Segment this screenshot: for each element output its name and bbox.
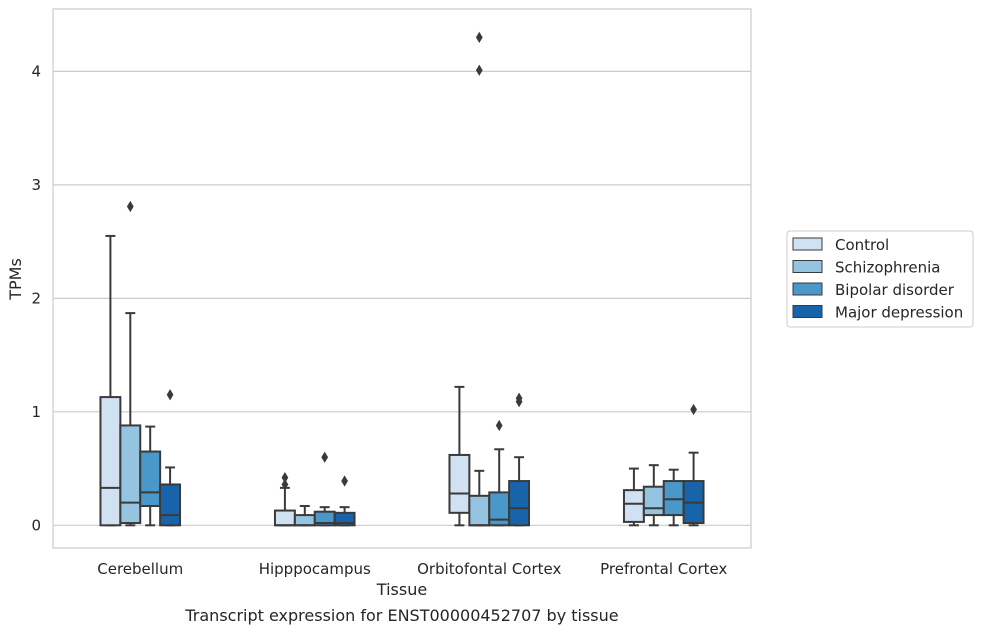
box bbox=[313, 451, 336, 527]
box-body bbox=[99, 396, 122, 527]
box-body bbox=[448, 453, 471, 514]
outlier-point bbox=[495, 419, 503, 432]
x-tick-label: Cerebellum bbox=[97, 560, 183, 578]
outlier-point bbox=[341, 475, 348, 487]
y-tick-label: 2 bbox=[31, 289, 41, 307]
legend-frame bbox=[786, 230, 974, 328]
y-tick-label: 0 bbox=[31, 516, 41, 534]
x-tick-label: Hipppocampus bbox=[259, 560, 371, 578]
y-tick-labels: 0 1 2 3 4 bbox=[31, 62, 41, 534]
outlier-point bbox=[281, 478, 289, 491]
box bbox=[622, 467, 645, 527]
box-body bbox=[642, 485, 665, 517]
outlier-point bbox=[690, 403, 697, 416]
box bbox=[119, 200, 142, 527]
box bbox=[448, 385, 471, 527]
outlier-point bbox=[281, 472, 289, 484]
box bbox=[508, 392, 531, 527]
legend-label: Control bbox=[835, 236, 889, 254]
box bbox=[682, 403, 705, 527]
legend: Control Schizophrenia Bipolar disorder Majo… bbox=[786, 230, 974, 328]
legend-swatch bbox=[792, 305, 823, 318]
outlier-point bbox=[475, 64, 483, 76]
plot-frame bbox=[52, 8, 752, 549]
legend-label: Schizophrenia bbox=[835, 259, 940, 277]
x-tick-label: Prefrontal Cortex bbox=[600, 560, 727, 578]
box-body bbox=[159, 483, 182, 527]
box bbox=[333, 475, 356, 527]
legend-swatch bbox=[792, 260, 823, 273]
outlier-point bbox=[321, 451, 329, 463]
boxes bbox=[99, 31, 705, 527]
box bbox=[293, 505, 316, 527]
x-axis-label: Tissue bbox=[376, 580, 427, 599]
box-body bbox=[273, 509, 296, 527]
box bbox=[662, 468, 685, 527]
legend-label: Major depression bbox=[835, 304, 963, 322]
legend-swatch bbox=[792, 237, 823, 251]
legend-entries: Control Schizophrenia Bipolar disorder Majo… bbox=[792, 236, 963, 322]
box-body bbox=[662, 480, 685, 517]
box-body bbox=[622, 489, 645, 523]
legend-label: Bipolar disorder bbox=[835, 281, 955, 299]
x-tick-labels: Cerebellum Hipppocampus Orbitofontal Corte… bbox=[97, 560, 727, 578]
box-body bbox=[293, 514, 316, 527]
outlier-point bbox=[126, 200, 134, 213]
box bbox=[468, 31, 491, 527]
outlier-point bbox=[166, 389, 174, 401]
box bbox=[488, 419, 511, 527]
box bbox=[273, 472, 296, 527]
box bbox=[642, 464, 665, 527]
y-tick-label: 4 bbox=[31, 62, 41, 80]
figure-caption: Transcript expression for ENST0000045270… bbox=[185, 606, 619, 625]
y-tick-label: 1 bbox=[31, 403, 41, 421]
box bbox=[99, 234, 122, 527]
y-tick-label: 3 bbox=[31, 176, 41, 194]
box bbox=[139, 425, 162, 527]
outlier-point bbox=[475, 31, 483, 43]
legend-swatch bbox=[792, 282, 823, 296]
box bbox=[159, 389, 182, 527]
box-body bbox=[468, 494, 491, 527]
box-body bbox=[139, 450, 162, 508]
x-tick-label: Orbitofontal Cortex bbox=[417, 560, 561, 578]
y-axis-label: TPMs bbox=[6, 258, 25, 301]
box-body bbox=[119, 424, 142, 525]
box-body bbox=[508, 480, 531, 527]
outlier-point bbox=[515, 392, 523, 404]
